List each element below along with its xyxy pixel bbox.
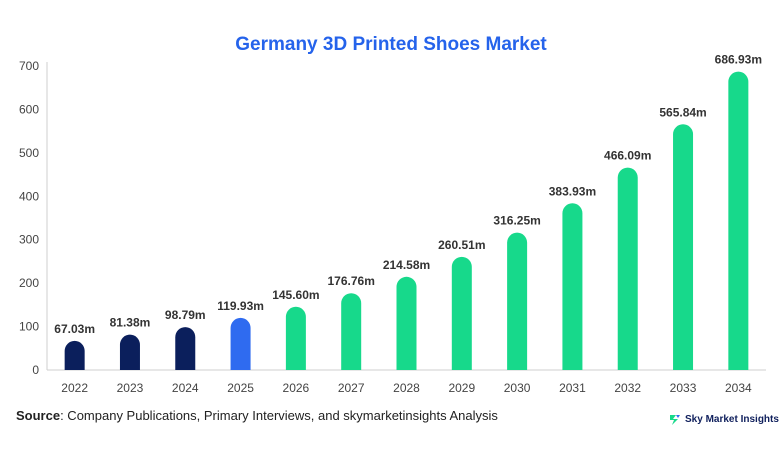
bar [396, 276, 417, 370]
bar [230, 317, 251, 370]
x-tick-label: 2029 [448, 381, 475, 395]
bar [285, 306, 306, 370]
chart-title: Germany 3D Printed Shoes Market [235, 34, 547, 55]
bar [562, 203, 583, 370]
bar [64, 340, 85, 370]
x-tick-label: 2033 [670, 381, 697, 395]
y-tick-label: 100 [19, 320, 39, 334]
x-tick-label: 2025 [227, 381, 254, 395]
source-text: : Company Publications, Primary Intervie… [60, 408, 498, 423]
bar [175, 327, 196, 370]
y-tick-label: 500 [19, 146, 39, 160]
data-label: 145.60m [272, 288, 319, 302]
y-tick-label: 400 [19, 189, 39, 203]
data-label: 383.93m [549, 184, 596, 198]
x-tick-label: 2023 [117, 381, 144, 395]
data-label: 565.84m [659, 105, 706, 119]
source-label: Source [16, 408, 61, 423]
bar-chart: 0 100 200 300 400 500 600 700 67.03m 2022 81.38m 20… [19, 53, 766, 395]
x-tick-label: 2022 [61, 381, 88, 395]
bar [119, 334, 140, 370]
y-tick-label: 200 [19, 276, 39, 290]
y-tick-label: 0 [32, 363, 39, 377]
x-tick-label: 2032 [614, 381, 641, 395]
data-label: 466.09m [604, 149, 651, 163]
x-tick-label: 2027 [338, 381, 365, 395]
sky-market-insights-logo-icon [670, 415, 680, 425]
data-label: 214.58m [383, 258, 430, 272]
source-note: Source: Company Publications, Primary In… [16, 408, 498, 423]
data-label: 81.38m [110, 316, 151, 330]
data-label: 316.25m [493, 214, 540, 228]
data-label: 98.79m [165, 308, 206, 322]
x-tick-label: 2031 [559, 381, 586, 395]
y-tick-label: 300 [19, 233, 39, 247]
x-tick-label: 2034 [725, 381, 752, 395]
bar [673, 124, 694, 370]
data-label: 67.03m [54, 322, 95, 336]
data-label: 176.76m [328, 274, 375, 288]
x-tick-label: 2026 [283, 381, 310, 395]
bar [617, 167, 638, 370]
x-tick-label: 2030 [504, 381, 531, 395]
bar [728, 71, 749, 370]
bar [507, 232, 528, 370]
y-tick-label: 700 [19, 59, 39, 73]
brand-logo: Sky Market Insights [668, 412, 779, 426]
y-tick-label: 600 [19, 102, 39, 116]
x-tick-label: 2024 [172, 381, 199, 395]
data-label: 260.51m [438, 238, 485, 252]
brand-name: Sky Market Insights [685, 413, 779, 425]
data-label: 119.93m [217, 299, 264, 313]
data-label: 686.93m [715, 53, 762, 67]
x-tick-label: 2028 [393, 381, 420, 395]
bar [341, 293, 362, 370]
bar [451, 256, 472, 370]
